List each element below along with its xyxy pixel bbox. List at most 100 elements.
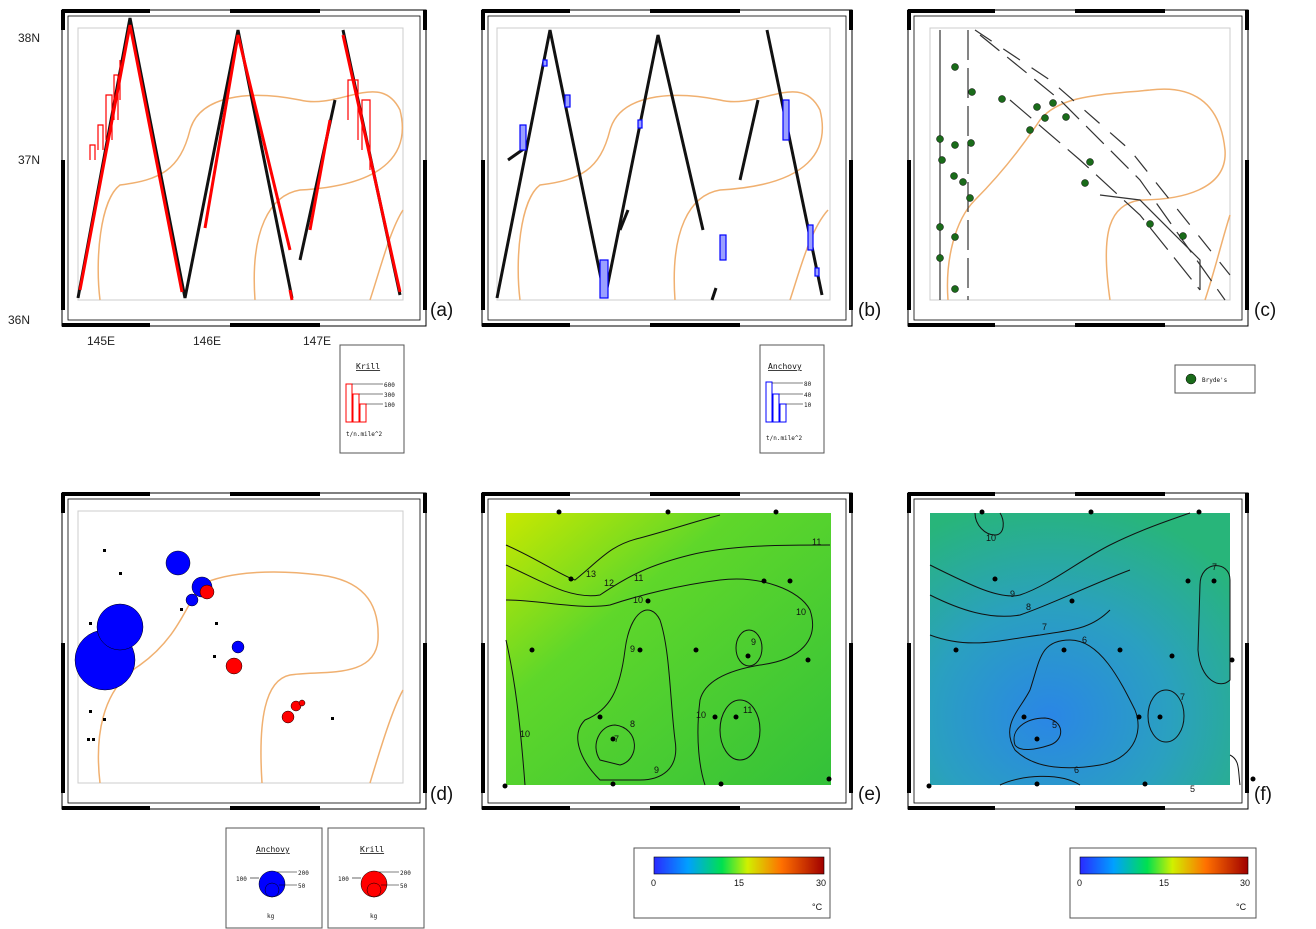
panel-d: (d) — [61, 492, 453, 810]
panel-label-a: (a) — [430, 300, 453, 321]
legend-left-value: 100 — [338, 876, 349, 883]
frame-ticks — [907, 492, 1249, 810]
legend-title: Anchovy — [256, 845, 290, 854]
legend-unit: kg — [370, 913, 378, 920]
contour-labels: 10 9 8 7 7 6 7 5 6 5 — [986, 533, 1217, 794]
panel-label-f: (f) — [1254, 784, 1272, 805]
contour-label: 12 — [604, 578, 614, 588]
colorbar-tick: 30 — [816, 878, 826, 888]
stations — [926, 509, 1256, 789]
lat-label-37n: 37N — [18, 153, 40, 167]
lon-label-146e: 146E — [193, 334, 221, 348]
colorbar-tick: 0 — [651, 878, 656, 888]
contour-label: 11 — [634, 573, 643, 583]
contour-label: 5 — [1052, 720, 1057, 730]
contour-label: 9 — [751, 637, 756, 647]
legend-level: 10 — [804, 402, 812, 409]
legend-unit: t/n.mile^2 — [346, 431, 383, 438]
legend-title: Krill — [356, 362, 380, 371]
colorbar-gradient — [653, 856, 825, 875]
legend-level: 200 — [298, 870, 309, 877]
lat-label-36n: 36N — [8, 313, 30, 327]
contour-label: 5 — [1190, 784, 1195, 794]
oceanic-front — [97, 571, 404, 784]
legend-leaders — [772, 382, 803, 405]
legend-unit: kg — [267, 913, 275, 920]
frame-ticks — [61, 9, 427, 327]
krill-spikes — [89, 60, 371, 170]
stations — [502, 509, 832, 789]
panel-c: (c) — [907, 9, 1276, 327]
map-inner-frame — [913, 15, 1243, 321]
panel-a: 38N 37N 36N 145E 146E 147E (a) — [8, 9, 453, 348]
colorbar-f: 0 15 30 °C — [1069, 847, 1257, 919]
colorbar-gradient — [1079, 856, 1249, 875]
contour-label: 9 — [654, 765, 659, 775]
frame-ticks — [481, 492, 853, 810]
contour-label: 10 — [796, 607, 806, 617]
krill-bars — [78, 24, 402, 301]
catch-symbols — [74, 550, 306, 724]
panel-e: 13 12 11 11 10 10 9 9 10 10 11 9 8 7 (e) — [481, 492, 881, 810]
contour-label: 10 — [696, 710, 706, 720]
panel-label-d: (d) — [430, 784, 453, 805]
contour-label: 7 — [1042, 622, 1047, 632]
legend-level: 50 — [400, 883, 408, 890]
legend-left-value: 100 — [236, 876, 247, 883]
legend-title: Anchovy — [768, 362, 802, 371]
temperature-field — [930, 513, 1230, 785]
contour-label: 6 — [1082, 635, 1087, 645]
legend-brydes-c: Bryde's — [1174, 364, 1256, 394]
contour-label: 8 — [1026, 602, 1031, 612]
colorbar-tick: 15 — [1159, 878, 1169, 888]
lon-label-147e: 147E — [303, 334, 331, 348]
colorbar-tick: 30 — [1240, 878, 1250, 888]
legend-title: Krill — [360, 845, 384, 854]
panel-b: (b) — [481, 9, 881, 327]
legend-anchovy-d: Anchovy 200 50 100 kg — [225, 827, 323, 929]
legend-leaders — [352, 383, 383, 405]
panel-label-b: (b) — [858, 300, 881, 321]
contour-label: 11 — [743, 705, 752, 715]
contour-label: 10 — [986, 533, 996, 543]
contour-label: 8 — [630, 719, 635, 729]
whale-marker-icon — [1185, 373, 1197, 385]
contour-label: 10 — [633, 595, 643, 605]
contour-label: 10 — [520, 729, 530, 739]
legend-level: 80 — [804, 381, 812, 388]
colorbar-unit: °C — [1236, 902, 1247, 912]
temperature-field — [506, 513, 831, 785]
legend-level: 200 — [400, 870, 411, 877]
legend-unit: t/n.mile^2 — [766, 435, 803, 442]
plot-area — [929, 27, 1231, 301]
contour-label: 7 — [1180, 692, 1185, 702]
legend-krill-a: Krill 600 300 100 t/n.mile^2 — [339, 344, 405, 454]
map-inner-frame — [67, 15, 421, 321]
lon-label-145e: 145E — [87, 334, 115, 348]
zero-catch-markers — [87, 549, 334, 741]
colorbar-tick: 0 — [1077, 878, 1082, 888]
colorbar-unit: °C — [812, 902, 823, 912]
isotherms — [929, 512, 1241, 786]
legend-level: 100 — [384, 402, 395, 409]
frame-ticks — [61, 492, 427, 810]
legend-level: 50 — [298, 883, 306, 890]
map-inner-frame — [913, 498, 1243, 804]
brydes-whale-sightings — [936, 63, 1187, 293]
contour-label: 7 — [614, 734, 619, 744]
panel-f: 10 9 8 7 7 6 7 5 6 5 (f) — [907, 492, 1272, 810]
frame-ticks — [481, 9, 853, 327]
contour-label: 11 — [812, 537, 821, 547]
frame-ticks — [907, 9, 1249, 327]
contour-label: 9 — [1010, 589, 1015, 599]
map-inner-frame — [487, 15, 847, 321]
map-inner-frame — [487, 498, 847, 804]
legend-level: 40 — [804, 392, 812, 399]
contour-label: 9 — [630, 644, 635, 654]
plot-area — [496, 27, 831, 301]
map-frame — [907, 9, 1249, 327]
legend-level: 600 — [384, 382, 395, 389]
contour-label: 7 — [1212, 562, 1217, 572]
panel-label-c: (c) — [1254, 300, 1276, 321]
